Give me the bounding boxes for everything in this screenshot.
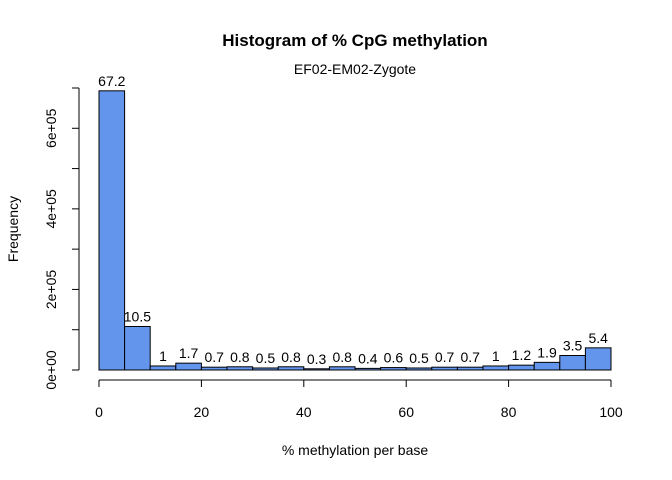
y-tick-label: 6e+05 [43, 108, 59, 148]
bar-data-label: 0.5 [409, 350, 429, 366]
histogram-bar [200, 366, 228, 371]
histogram-bar [431, 366, 458, 371]
histogram-bar [508, 364, 535, 371]
x-tick-label: 20 [194, 404, 210, 420]
histogram-bar [405, 367, 433, 371]
x-axis: 0 20 40 60 80 100 [95, 379, 623, 420]
histogram-bar [533, 361, 561, 371]
bar-data-label: 5.4 [588, 330, 608, 346]
histogram-bar [98, 90, 126, 371]
histogram-bar [354, 367, 382, 371]
y-axis-label: Frequency [5, 196, 21, 262]
bar-data-label: 3.5 [563, 337, 583, 353]
bar-data-label: 0.4 [358, 350, 378, 366]
bar-data-label: 0.7 [204, 349, 224, 365]
y-tick-label: 0e+00 [43, 350, 59, 390]
x-axis-label: % methylation per base [282, 442, 429, 458]
x-tick-label: 100 [599, 404, 623, 420]
histogram-bar [482, 365, 510, 371]
bar-data-label: 1.7 [179, 345, 199, 361]
x-tick-label: 60 [398, 404, 414, 420]
histogram-bar [252, 367, 279, 371]
histogram-bar [584, 347, 612, 371]
histogram-bar [124, 325, 151, 371]
bar-data-label: 1 [159, 348, 167, 364]
y-tick-label: 2e+05 [43, 270, 59, 310]
histogram-bar [303, 368, 330, 371]
bar-data-label: 0.8 [332, 349, 352, 365]
bar-data-label: 0.7 [435, 349, 455, 365]
data-labels-group: 67.2 10.5 1 1.7 0.7 0.8 0.5 0.8 0.3 0.8 0.4 0.6 0.5 0… [98, 73, 608, 367]
histogram-bar [380, 367, 407, 371]
bar-data-label: 0.5 [256, 350, 276, 366]
histogram-bar [226, 366, 254, 371]
bar-data-label: 0.6 [384, 350, 404, 366]
bar-data-label: 67.2 [98, 73, 125, 89]
y-axis: 0e+00 2e+05 4e+05 6e+05 [43, 87, 80, 390]
bar-data-label: 0.3 [307, 351, 327, 367]
histogram-bar [559, 354, 586, 371]
x-tick-label: 0 [95, 404, 103, 420]
histogram-bar [456, 366, 484, 371]
bar-data-label: 1.2 [512, 347, 532, 363]
histogram-bar [328, 366, 356, 371]
chart-subtitle: EF02-EM02-Zygote [294, 61, 416, 77]
chart-title: Histogram of % CpG methylation [222, 31, 487, 50]
bar-data-label: 10.5 [124, 308, 151, 324]
bar-data-label: 0.8 [281, 349, 301, 365]
bars-group [98, 90, 612, 371]
bar-data-label: 1.9 [537, 344, 557, 360]
y-tick-label: 4e+05 [43, 189, 59, 229]
bar-data-label: 0.7 [460, 349, 480, 365]
histogram-bar [277, 366, 305, 371]
histogram-bar [175, 362, 202, 371]
bar-data-label: 1 [492, 348, 500, 364]
bar-data-label: 0.8 [230, 349, 250, 365]
x-tick-label: 40 [296, 404, 312, 420]
histogram-bar [149, 365, 177, 371]
x-tick-label: 80 [501, 404, 517, 420]
